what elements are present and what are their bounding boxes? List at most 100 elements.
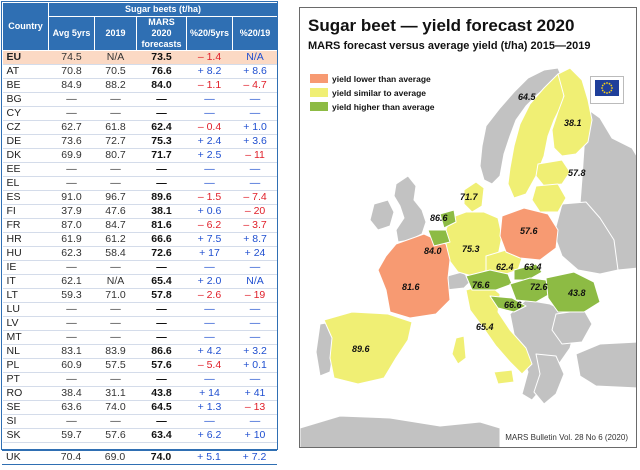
cell-pct-2019: N/A	[232, 50, 278, 65]
cell-avg5: 60.9	[48, 358, 95, 373]
cell-mars2020: 75.3	[136, 134, 187, 149]
cell-pct-5yrs: —	[186, 372, 233, 387]
table-row-fr: FR 87.0 84.7 81.6– 6.2– 3.7	[2, 218, 278, 233]
cell-country: DE	[2, 134, 49, 149]
map-label-sk: 63.4	[524, 262, 542, 272]
cell-2019: N/A	[94, 274, 137, 289]
cell-country: EU	[2, 50, 49, 65]
legend-swatch-higher	[310, 102, 328, 111]
cell-country: LT	[2, 288, 49, 303]
cell-country: RO	[2, 386, 49, 401]
cell-mars2020: —	[136, 176, 187, 191]
region-belgium	[427, 229, 451, 247]
legend-item-similar: yield similar to average	[310, 88, 426, 98]
cell-pct-2019: —	[232, 92, 278, 107]
cell-avg5: —	[48, 92, 95, 107]
region-denmark	[463, 181, 485, 213]
map-label-nl: 86.6	[430, 213, 449, 223]
region-belarus-ukraine	[553, 201, 619, 275]
cell-mars2020: 76.6	[136, 64, 187, 79]
cell-2019: —	[94, 316, 137, 331]
cell-country: IT	[2, 274, 49, 289]
cell-avg5: 70.4	[60, 451, 82, 463]
region-ireland	[369, 199, 395, 231]
cell-pct-5yrs: + 1.3	[186, 400, 233, 415]
cell-avg5: 74.5	[48, 50, 95, 65]
map-label-dk: 71.7	[460, 192, 479, 202]
cell-mars2020: —	[136, 260, 187, 275]
cell-avg5: —	[48, 176, 95, 191]
map-title: Sugar beet — yield forecast 2020	[308, 16, 575, 35]
cell-country: PL	[2, 358, 49, 373]
legend-item-lower: yield lower than average	[310, 74, 431, 84]
cell-pct-5yrs: —	[186, 316, 233, 331]
cell-avg5: —	[48, 302, 95, 317]
yield-map-panel: 64.5 38.1 71.7 57.8 86.6 84.0 75.3 57.6 62.4 63.4…	[299, 7, 637, 448]
cell-pct-2019: + 3.2	[232, 344, 278, 359]
cell-avg5: 69.9	[48, 148, 95, 163]
cell-2019: 47.6	[94, 204, 137, 219]
cell-mars2020: 81.6	[136, 218, 187, 233]
cell-country: AT	[2, 64, 49, 79]
cell-pct-5yrs: + 6.2	[186, 428, 233, 443]
cell-2019: 88.2	[94, 78, 137, 93]
cell-2019: 70.5	[94, 64, 137, 79]
cell-country: CY	[2, 106, 49, 121]
cell-pct-2019: + 41	[232, 386, 278, 401]
table-row-fi: FI 37.9 47.6 38.1 + 0.6– 20	[2, 204, 278, 219]
cell-pct-5yrs: – 0.4	[186, 120, 233, 135]
cell-country: DK	[2, 148, 49, 163]
cell-2019: —	[94, 260, 137, 275]
yield-table-panel: Country Sugar beets (t/ha) Avg 5yrs 2019…	[2, 2, 279, 465]
cell-pct-2019: + 8.6	[232, 64, 278, 79]
region-bulgaria	[551, 309, 593, 345]
cell-mars2020: 57.8	[136, 288, 187, 303]
column-header-mars2020: MARS 2020 forecasts	[136, 16, 187, 51]
cell-pct-5yrs: + 14	[186, 386, 233, 401]
cell-mars2020: 43.8	[136, 386, 187, 401]
cell-avg5: 61.9	[48, 232, 95, 247]
cell-country: BE	[2, 78, 49, 93]
cell-pct-2019: – 11	[232, 148, 278, 163]
cell-2019: —	[94, 330, 137, 345]
cell-avg5: 38.4	[48, 386, 95, 401]
map-label-fi: 38.1	[564, 118, 582, 128]
table-row-lv: LV — — — — —	[2, 316, 278, 331]
cell-2019: 80.7	[94, 148, 137, 163]
cell-pct-5yrs: + 4.2	[186, 344, 233, 359]
cell-pct-2019: —	[232, 162, 278, 177]
table-row-it: IT 62.1 N/A 65.4 + 2.0 N/A	[2, 274, 278, 289]
cell-country: BG	[2, 92, 49, 107]
cell-country: SK	[2, 428, 49, 443]
table-row-uk: UK 70.4 69.0 74.0 + 5.1 + 7.2	[2, 451, 277, 465]
cell-avg5: 37.9	[48, 204, 95, 219]
table-row-mt: MT — — — — —	[2, 330, 278, 345]
cell-mars2020: 62.4	[136, 120, 187, 135]
cell-avg5: 63.6	[48, 400, 95, 415]
region-lithuania	[531, 183, 567, 213]
table-row-de: DE 73.6 72.7 75.3 + 2.4 + 3.6	[2, 134, 278, 149]
cell-2019: 69.0	[104, 451, 126, 463]
region-finland	[551, 67, 593, 157]
cell-pct-2019: —	[232, 106, 278, 121]
cell-avg5: 84.9	[48, 78, 95, 93]
cell-2019: —	[94, 372, 137, 387]
cell-2019: —	[94, 92, 137, 107]
cell-country: NL	[2, 344, 49, 359]
cell-mars2020: 73.5	[136, 50, 187, 65]
cell-pct-5yrs: —	[186, 260, 233, 275]
cell-pct-5yrs: —	[186, 106, 233, 121]
cell-pct-2019: + 0.1	[232, 358, 278, 373]
cell-2019: 57.6	[94, 428, 137, 443]
table-row-lu: LU — — — — —	[2, 302, 278, 317]
cell-mars2020: —	[136, 372, 187, 387]
cell-pct-5yrs: —	[186, 176, 233, 191]
cell-avg5: 62.7	[48, 120, 95, 135]
cell-pct-2019: —	[232, 414, 278, 429]
region-greece	[533, 353, 565, 405]
cell-country: SI	[2, 414, 49, 429]
cell-country: HR	[2, 232, 49, 247]
cell-2019: 72.7	[94, 134, 137, 149]
cell-2019: 71.0	[94, 288, 137, 303]
cell-avg5: 70.8	[48, 64, 95, 79]
